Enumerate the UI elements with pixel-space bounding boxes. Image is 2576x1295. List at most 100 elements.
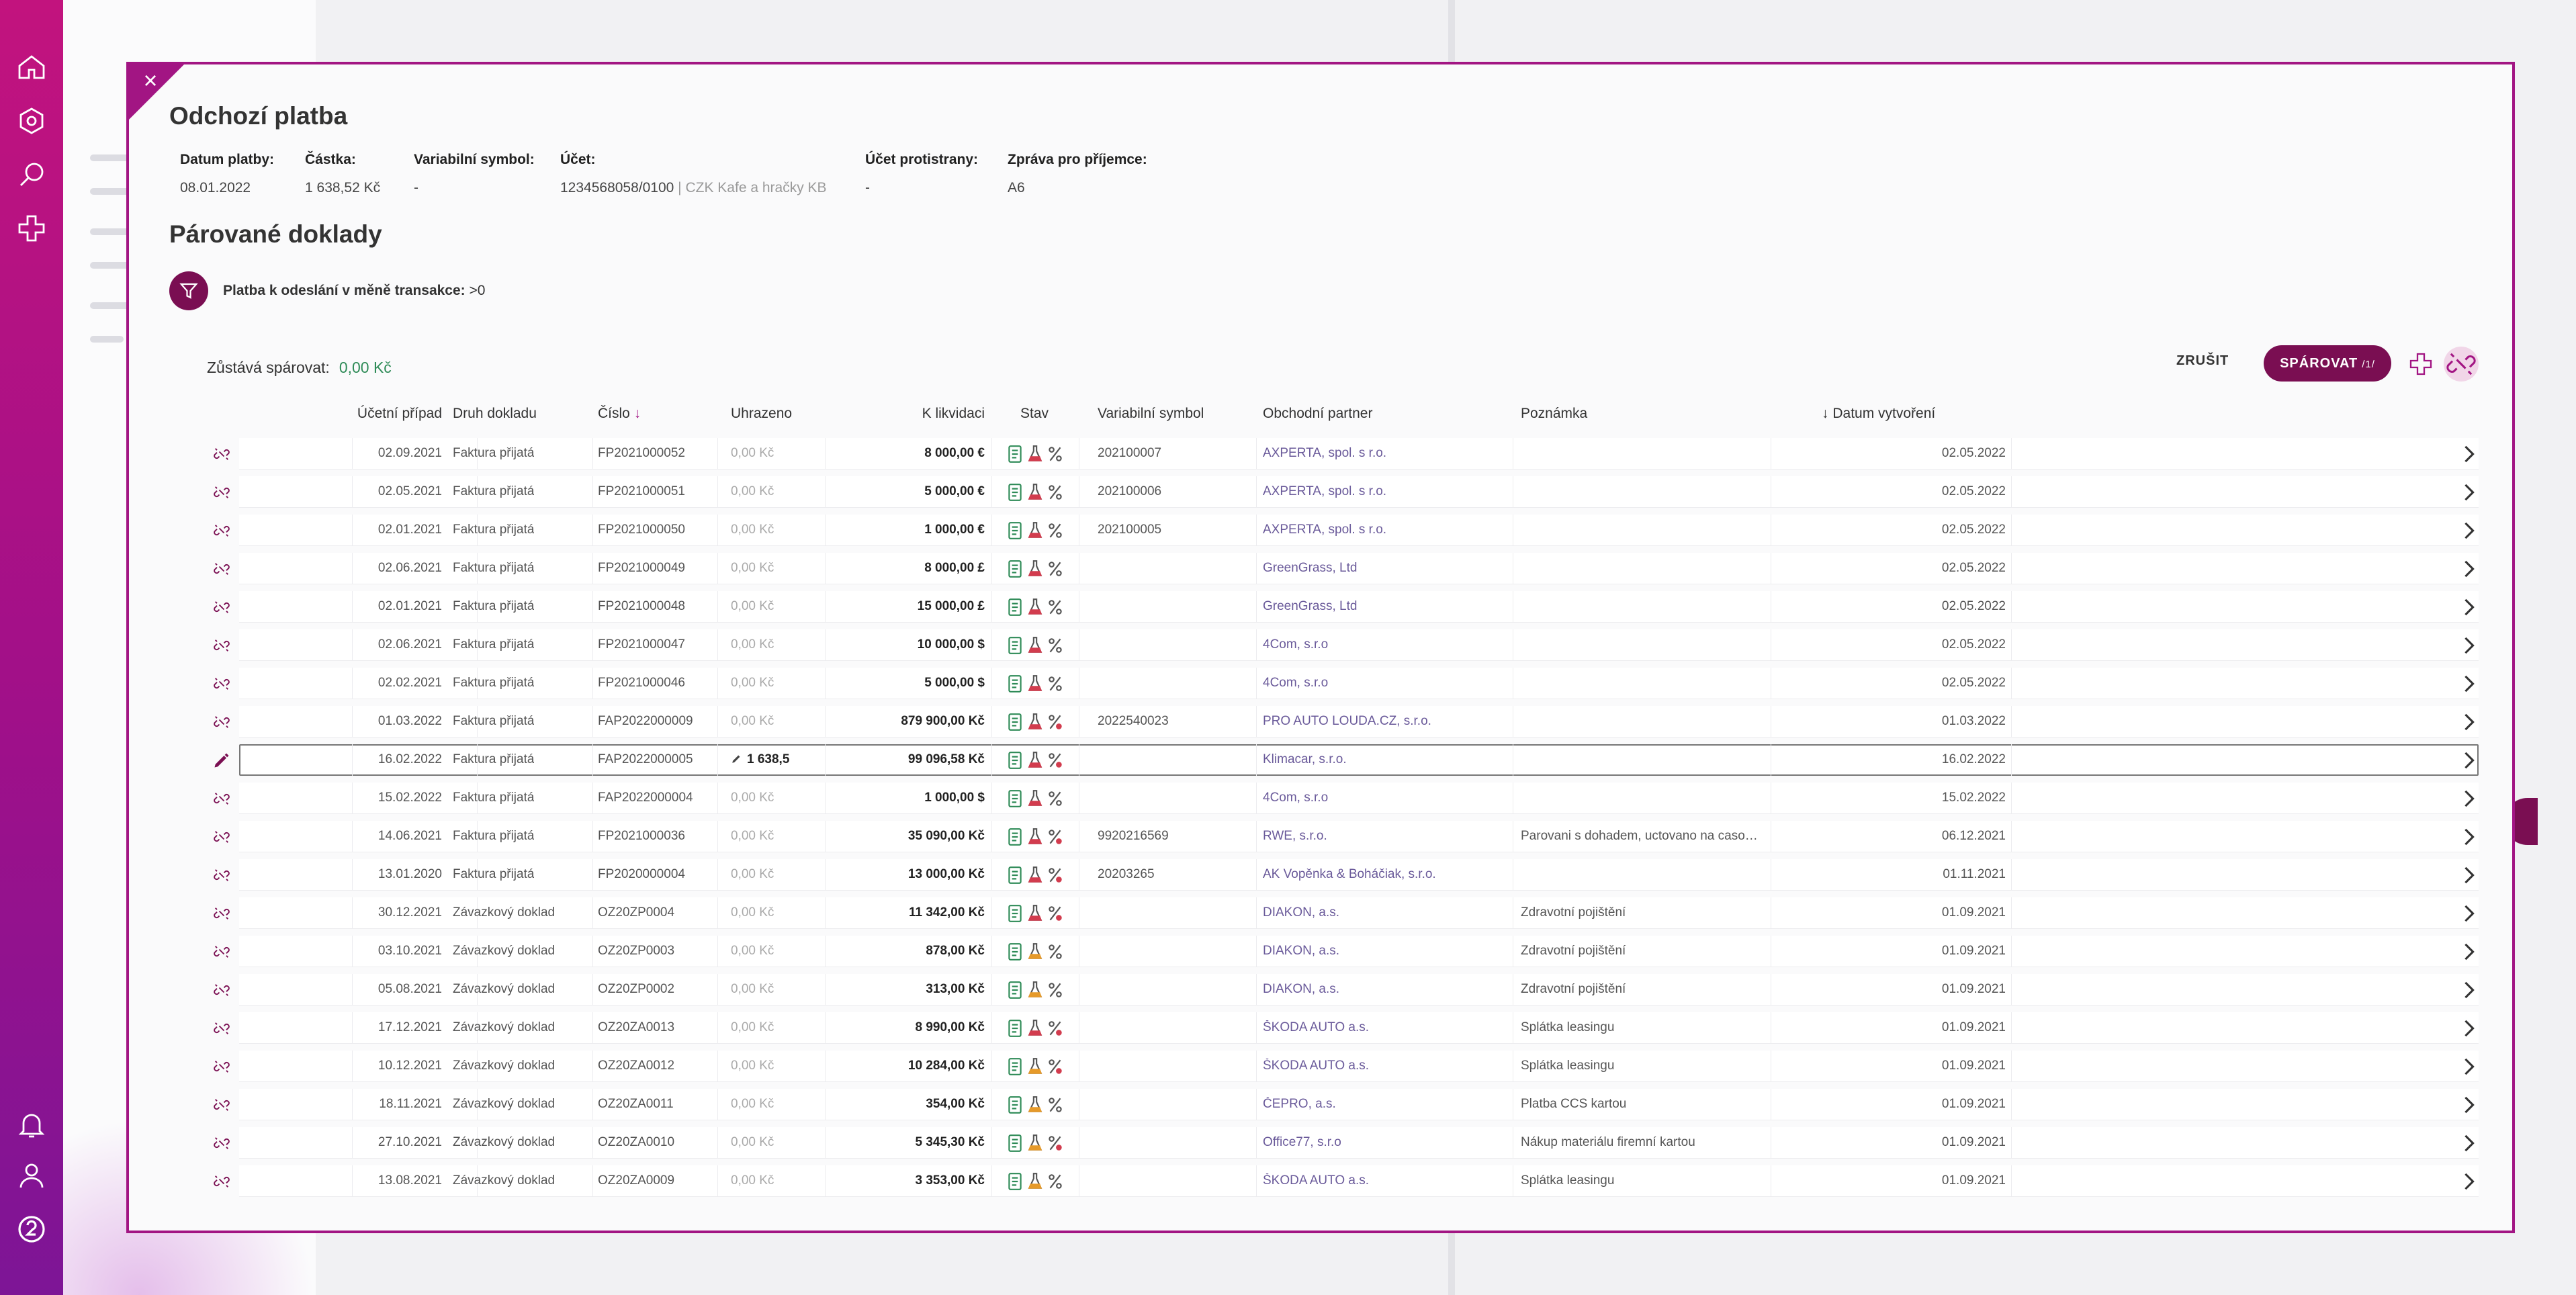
unlink-icon[interactable] bbox=[212, 828, 231, 846]
table-row[interactable]: 17.12.2021 Závazkový doklad OZ20ZA0013 0,00… bbox=[207, 1011, 2479, 1046]
unlink-icon[interactable] bbox=[212, 713, 231, 731]
add-document-button[interactable] bbox=[2407, 351, 2434, 377]
unlink-icon[interactable] bbox=[212, 789, 231, 808]
col-note[interactable]: Poznámka bbox=[1521, 406, 1588, 421]
unlink-icon[interactable] bbox=[212, 1172, 231, 1191]
chevron-right-icon[interactable] bbox=[2462, 751, 2476, 770]
chevron-right-icon[interactable] bbox=[2462, 942, 2476, 961]
unlink-icon[interactable] bbox=[212, 521, 231, 540]
chevron-right-icon[interactable] bbox=[2462, 636, 2476, 655]
table-row[interactable]: 02.01.2021 Faktura přijatá FP2021000050 0,0… bbox=[207, 513, 2479, 548]
hexagon-icon[interactable] bbox=[15, 105, 48, 137]
col-created[interactable]: ↓ Datum vytvoření bbox=[1822, 406, 1935, 422]
chevron-right-icon[interactable] bbox=[2462, 866, 2476, 885]
cell-partner[interactable]: RWE, s.r.o. bbox=[1263, 829, 1327, 843]
col-partner[interactable]: Obchodní partner bbox=[1263, 406, 1373, 421]
cell-partner[interactable]: DIAKON, a.s. bbox=[1263, 944, 1340, 958]
cell-partner[interactable]: AXPERTA, spol. s r.o. bbox=[1263, 484, 1387, 498]
unlink-icon[interactable] bbox=[212, 1057, 231, 1076]
cell-partner[interactable]: ŠKODA AUTO a.s. bbox=[1263, 1020, 1370, 1034]
unlink-icon[interactable] bbox=[212, 445, 231, 463]
cell-partner[interactable]: GreenGrass, Ltd bbox=[1263, 599, 1358, 613]
cell-partner[interactable]: ŠKODA AUTO a.s. bbox=[1263, 1059, 1370, 1073]
bell-icon[interactable] bbox=[15, 1108, 48, 1141]
cell-partner[interactable]: AXPERTA, spol. s r.o. bbox=[1263, 446, 1387, 460]
cell-paid-input[interactable]: 1 638,5 bbox=[731, 752, 821, 767]
active-filter[interactable]: Platba k odeslání v měně transakce: >0 bbox=[223, 283, 485, 299]
unlink-icon[interactable] bbox=[212, 942, 231, 961]
table-row[interactable]: 02.01.2021 Faktura přijatá FP2021000048 0,0… bbox=[207, 590, 2479, 625]
unlink-icon[interactable] bbox=[212, 1096, 231, 1114]
table-row[interactable]: 14.06.2021 Faktura přijatá FP2021000036 0,0… bbox=[207, 819, 2479, 854]
home-icon[interactable] bbox=[15, 51, 48, 83]
edit-link-icon[interactable] bbox=[212, 751, 231, 770]
col-doc-type[interactable]: Druh dokladu bbox=[453, 406, 537, 421]
table-row[interactable]: 02.09.2021 Faktura přijatá FP2021000052 0,0… bbox=[207, 437, 2479, 472]
col-vs[interactable]: Variabilní symbol bbox=[1098, 406, 1204, 421]
cell-partner[interactable]: AXPERTA, spol. s r.o. bbox=[1263, 523, 1387, 537]
chevron-right-icon[interactable] bbox=[2462, 713, 2476, 731]
close-icon[interactable]: × bbox=[143, 66, 158, 94]
table-row[interactable]: 18.11.2021 Závazkový doklad OZ20ZA0011 0,00… bbox=[207, 1087, 2479, 1122]
cancel-button[interactable]: ZRUŠIT bbox=[2176, 353, 2229, 368]
table-row[interactable]: 27.10.2021 Závazkový doklad OZ20ZA0010 0,00… bbox=[207, 1126, 2479, 1161]
cell-partner[interactable]: PRO AUTO LOUDA.CZ, s.r.o. bbox=[1263, 714, 1431, 728]
table-row[interactable]: 03.10.2021 Závazkový doklad OZ20ZP0003 0,00… bbox=[207, 934, 2479, 969]
table-row[interactable]: 15.02.2022 Faktura přijatá FAP2022000004 0,… bbox=[207, 781, 2479, 816]
table-row[interactable]: 13.01.2020 Faktura přijatá FP2020000004 0,0… bbox=[207, 858, 2479, 893]
cell-partner[interactable]: AK Vopěnka & Boháčiak, s.r.o. bbox=[1263, 867, 1436, 881]
chevron-right-icon[interactable] bbox=[2462, 981, 2476, 999]
cell-partner[interactable]: 4Com, s.r.o bbox=[1263, 637, 1329, 652]
chevron-right-icon[interactable] bbox=[2462, 789, 2476, 808]
cell-partner[interactable]: DIAKON, a.s. bbox=[1263, 905, 1340, 920]
cell-partner[interactable]: Office77, s.r.o bbox=[1263, 1135, 1341, 1149]
pair-button[interactable]: SPÁROVAT/1/ bbox=[2264, 345, 2391, 382]
unlink-icon[interactable] bbox=[212, 598, 231, 617]
table-row[interactable]: 02.06.2021 Faktura přijatá FP2021000047 0,0… bbox=[207, 628, 2479, 663]
cell-partner[interactable]: 4Com, s.r.o bbox=[1263, 676, 1329, 690]
cell-partner[interactable]: ČEPRO, a.s. bbox=[1263, 1097, 1336, 1111]
chevron-right-icon[interactable] bbox=[2462, 674, 2476, 693]
user-icon[interactable] bbox=[15, 1159, 48, 1192]
chevron-right-icon[interactable] bbox=[2462, 598, 2476, 617]
table-row[interactable]: 02.06.2021 Faktura přijatá FP2021000049 0,0… bbox=[207, 551, 2479, 586]
chevron-right-icon[interactable] bbox=[2462, 1057, 2476, 1076]
cell-partner[interactable]: DIAKON, a.s. bbox=[1263, 982, 1340, 996]
chevron-right-icon[interactable] bbox=[2462, 1019, 2476, 1038]
help-icon[interactable] bbox=[15, 1213, 48, 1245]
table-row[interactable]: 10.12.2021 Závazkový doklad OZ20ZA0012 0,00… bbox=[207, 1049, 2479, 1084]
table-row[interactable]: 13.08.2021 Závazkový doklad OZ20ZA0009 0,00… bbox=[207, 1164, 2479, 1199]
unlink-icon[interactable] bbox=[212, 674, 231, 693]
chevron-right-icon[interactable] bbox=[2462, 483, 2476, 502]
unlink-icon[interactable] bbox=[212, 636, 231, 655]
cell-partner[interactable]: ŠKODA AUTO a.s. bbox=[1263, 1173, 1370, 1188]
unlink-icon[interactable] bbox=[212, 1019, 231, 1038]
chevron-right-icon[interactable] bbox=[2462, 1134, 2476, 1153]
col-case[interactable]: Účetní případ bbox=[357, 406, 442, 421]
col-status[interactable]: Stav bbox=[1020, 406, 1049, 421]
table-row[interactable]: 02.02.2021 Faktura přijatá FP2021000046 0,0… bbox=[207, 666, 2479, 701]
chevron-right-icon[interactable] bbox=[2462, 828, 2476, 846]
table-row[interactable]: 05.08.2021 Závazkový doklad OZ20ZP0002 0,00… bbox=[207, 973, 2479, 1008]
unlink-icon[interactable] bbox=[212, 560, 231, 578]
table-row[interactable]: 02.05.2021 Faktura přijatá FP2021000051 0,0… bbox=[207, 475, 2479, 510]
cell-partner[interactable]: 4Com, s.r.o bbox=[1263, 791, 1329, 805]
plus-icon[interactable] bbox=[15, 212, 48, 244]
col-number[interactable]: Číslo ↓ bbox=[598, 406, 641, 422]
chevron-right-icon[interactable] bbox=[2462, 1096, 2476, 1114]
unlink-icon[interactable] bbox=[212, 981, 231, 999]
chevron-right-icon[interactable] bbox=[2462, 521, 2476, 540]
chevron-right-icon[interactable] bbox=[2462, 560, 2476, 578]
col-due[interactable]: K likvidaci bbox=[922, 406, 985, 421]
cell-partner[interactable]: GreenGrass, Ltd bbox=[1263, 561, 1358, 575]
unlink-icon[interactable] bbox=[212, 483, 231, 502]
chevron-right-icon[interactable] bbox=[2462, 1172, 2476, 1191]
unlink-icon[interactable] bbox=[212, 866, 231, 885]
cell-partner[interactable]: Klimacar, s.r.o. bbox=[1263, 752, 1347, 766]
col-paid[interactable]: Uhrazeno bbox=[731, 406, 793, 421]
search-icon[interactable] bbox=[15, 159, 48, 191]
table-row[interactable]: 30.12.2021 Závazkový doklad OZ20ZP0004 0,00… bbox=[207, 896, 2479, 931]
table-row[interactable]: 01.03.2022 Faktura přijatá FAP2022000009 0,… bbox=[207, 705, 2479, 740]
unlink-icon[interactable] bbox=[212, 1134, 231, 1153]
chevron-right-icon[interactable] bbox=[2462, 445, 2476, 463]
